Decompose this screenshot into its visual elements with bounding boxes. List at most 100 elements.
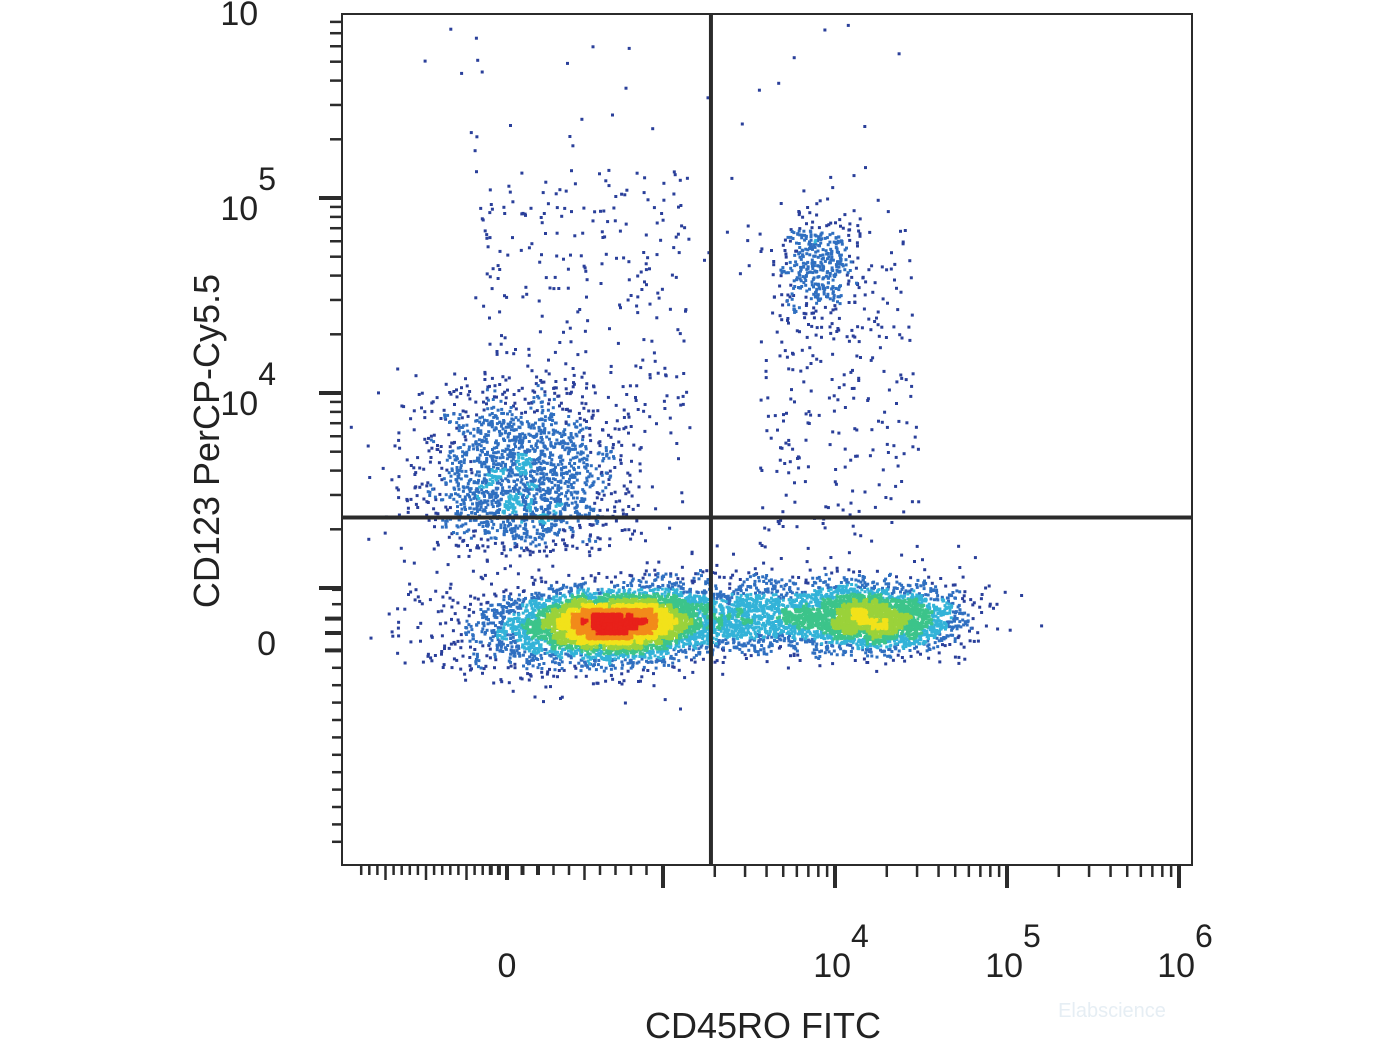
event-point xyxy=(516,638,520,642)
event-point xyxy=(757,630,761,634)
event-point xyxy=(590,484,594,487)
event-point xyxy=(527,485,531,489)
event-point xyxy=(850,387,854,390)
event-point xyxy=(504,491,508,495)
event-point xyxy=(539,495,543,499)
event-point xyxy=(845,581,849,585)
event-point xyxy=(837,431,841,435)
event-point xyxy=(673,646,677,650)
event-point xyxy=(571,544,575,548)
event-point xyxy=(455,457,459,461)
event-point xyxy=(466,393,470,397)
event-point xyxy=(588,426,592,430)
event-point xyxy=(821,253,825,257)
event-point xyxy=(637,579,641,582)
event-point xyxy=(559,456,563,460)
event-point xyxy=(546,670,550,674)
event-point xyxy=(953,637,957,641)
event-point xyxy=(492,428,496,432)
event-point xyxy=(816,249,820,253)
event-point xyxy=(764,576,768,580)
event-point xyxy=(501,486,505,490)
event-point xyxy=(560,660,564,664)
event-point xyxy=(544,508,547,511)
event-point xyxy=(490,511,494,515)
event-point xyxy=(897,596,901,600)
event-point xyxy=(475,623,479,627)
event-point xyxy=(676,577,680,581)
event-point xyxy=(587,475,591,479)
event-point xyxy=(852,570,856,574)
event-point xyxy=(636,503,640,507)
event-point xyxy=(569,253,572,257)
event-point xyxy=(529,505,532,509)
event-point xyxy=(492,492,496,496)
event-point xyxy=(816,283,820,287)
event-point xyxy=(475,413,479,417)
event-point xyxy=(724,642,728,645)
event-point xyxy=(816,293,820,297)
event-point xyxy=(867,650,871,653)
event-point xyxy=(937,619,941,623)
event-point xyxy=(498,481,502,485)
event-point xyxy=(655,422,658,426)
event-point xyxy=(817,575,821,579)
event-point xyxy=(524,605,528,609)
event-point xyxy=(601,523,605,527)
event-point xyxy=(622,484,626,488)
event-point xyxy=(523,472,527,476)
event-point xyxy=(944,605,948,609)
event-point xyxy=(944,626,948,629)
event-point xyxy=(815,213,819,217)
event-point xyxy=(592,507,596,511)
event-point xyxy=(762,593,766,597)
event-point xyxy=(444,493,448,497)
event-point xyxy=(657,296,661,300)
event-point xyxy=(988,602,992,606)
event-point xyxy=(581,438,585,442)
event-point xyxy=(821,277,825,281)
event-point xyxy=(485,615,489,619)
event-point xyxy=(630,579,634,583)
event-point xyxy=(476,456,479,460)
event-point xyxy=(454,512,458,516)
event-point xyxy=(504,500,508,504)
event-point xyxy=(598,444,602,448)
event-point xyxy=(827,650,831,654)
event-point xyxy=(490,406,494,410)
event-point xyxy=(624,492,628,496)
event-point xyxy=(643,280,646,284)
event-point xyxy=(396,367,400,371)
event-point xyxy=(915,583,919,587)
event-point xyxy=(505,295,509,299)
event-point xyxy=(958,608,962,612)
event-point xyxy=(541,422,545,426)
event-point xyxy=(671,587,675,591)
event-point xyxy=(548,456,552,459)
event-point xyxy=(558,404,561,408)
event-point xyxy=(475,504,479,508)
event-point xyxy=(585,479,589,483)
event-point xyxy=(786,293,790,297)
event-point xyxy=(859,356,862,359)
event-point xyxy=(521,611,525,615)
event-point xyxy=(528,549,532,553)
event-point xyxy=(432,440,436,444)
event-point xyxy=(765,660,769,664)
event-point xyxy=(858,570,862,574)
event-point xyxy=(413,473,417,476)
event-point xyxy=(560,472,563,476)
event-point xyxy=(518,434,522,438)
event-point xyxy=(844,263,848,267)
event-point xyxy=(542,593,546,597)
event-point xyxy=(795,276,799,280)
event-point xyxy=(467,623,471,627)
event-point xyxy=(539,462,543,466)
event-point xyxy=(637,485,641,489)
event-point xyxy=(831,269,835,272)
event-point xyxy=(527,637,531,641)
event-point xyxy=(526,548,530,552)
event-point xyxy=(767,599,771,603)
event-point xyxy=(543,499,547,502)
event-point xyxy=(403,661,407,665)
